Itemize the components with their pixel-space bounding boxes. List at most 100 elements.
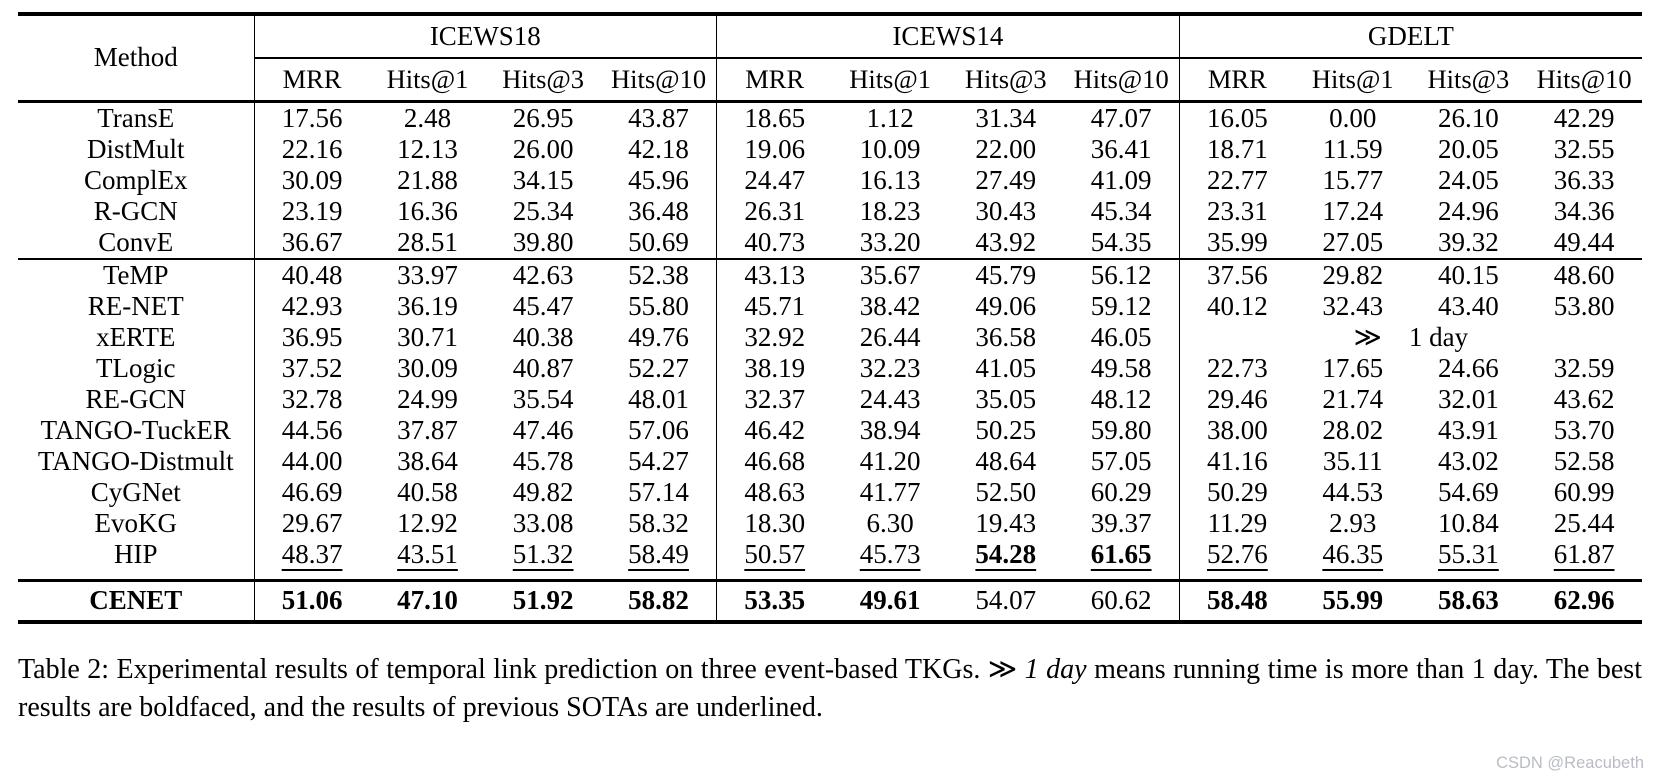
value-cell: 62.96	[1526, 578, 1642, 624]
value-cell: 43.40	[1438, 290, 1499, 321]
value-cell: 58.63	[1410, 578, 1527, 624]
value-cell: 50.29	[1178, 476, 1295, 508]
method-cell: CENET	[18, 578, 254, 624]
value-cell: 40.38	[512, 321, 574, 352]
value-cell: 23.31	[1178, 195, 1295, 227]
value-cell: 32.01	[1438, 383, 1499, 414]
metric-header-hits10: Hits@10	[600, 58, 717, 103]
value-cell: 59.12	[1090, 290, 1152, 321]
value-cell: 48.12	[1090, 383, 1152, 414]
caption-text: means running time is more than 1 day. T…	[18, 654, 1642, 723]
value-cell: 26.00	[512, 133, 574, 164]
value-cell: 6.30	[866, 507, 914, 538]
table-row: EvoKG 29.67 12.92 33.08 58.32 18.30 6.30 19.43 3…	[18, 507, 1642, 539]
value-cell: 24.96	[1438, 195, 1499, 226]
value-cell: 19.06	[716, 133, 833, 165]
value-cell: 25.34	[512, 195, 574, 226]
method-cell: TANGO-TuckER	[40, 414, 231, 445]
value-cell: 20.05	[1438, 133, 1499, 164]
value-cell: 55.31	[1438, 538, 1499, 569]
dataset-header-gdelt: GDELT	[1178, 12, 1642, 59]
table-caption: Table 2: Experimental results of tempora…	[18, 651, 1642, 727]
value-cell: 42.18	[628, 133, 689, 164]
watermark: CSDN @Reacubeth	[1496, 754, 1644, 772]
value-cell: 52.58	[1553, 445, 1615, 476]
value-cell: 49.76	[628, 321, 689, 352]
value-cell: 43.91	[1438, 414, 1499, 445]
value-cell: 33.97	[369, 257, 486, 291]
value-cell: 36.67	[253, 226, 370, 259]
table-row: TeMP 40.48 33.97 42.63 52.38 43.13 35.67 45.79 5…	[18, 257, 1642, 291]
value-cell: 48.37	[253, 538, 370, 580]
value-cell: 45.79	[947, 257, 1064, 291]
value-cell: 32.37	[716, 383, 833, 415]
table-header: Method ICEWS18 ICEWS14 GDELT MRR Hits@1 …	[18, 12, 1642, 103]
table-row: CyGNet 46.69 40.58 49.82 57.14 48.63 41.77 52.5…	[18, 476, 1642, 508]
value-cell: 30.43	[975, 195, 1037, 226]
value-cell: 46.35	[1322, 538, 1384, 569]
value-cell: 57.05	[1090, 445, 1152, 476]
value-cell: 21.74	[1322, 383, 1384, 414]
value-cell: 38.94	[859, 414, 921, 445]
value-cell: 54.07	[947, 578, 1064, 624]
value-cell: 15.77	[1322, 164, 1384, 195]
value-cell: 27.05	[1322, 226, 1384, 257]
method-cell: RE-GCN	[85, 383, 187, 414]
results-table: Method ICEWS18 ICEWS14 GDELT MRR Hits@1 …	[18, 12, 1642, 624]
value-cell: 33.20	[859, 226, 921, 257]
value-cell: 36.19	[397, 290, 458, 321]
value-cell: 41.05	[975, 352, 1037, 383]
value-cell: 31.34	[975, 102, 1037, 133]
table-body-baselines: TransE 17.56 2.48 26.95 43.87 18.65 1.12 31.34 4…	[18, 101, 1642, 259]
value-cell: 45.71	[716, 290, 833, 322]
value-cell: 16.05	[1178, 101, 1295, 134]
table-row: TANGO-TuckER 44.56 37.87 47.46 57.06 46.42 38.…	[18, 414, 1642, 446]
table-row: ConvE 36.67 28.51 39.80 50.69 40.73 33.20 43.92…	[18, 226, 1642, 259]
value-cell: 12.92	[397, 507, 458, 538]
value-cell: 38.00	[1178, 414, 1295, 446]
value-cell: 52.38	[600, 257, 717, 291]
table-row: TransE 17.56 2.48 26.95 43.87 18.65 1.12 31.34 4…	[18, 101, 1642, 134]
paper-table-figure: Method ICEWS18 ICEWS14 GDELT MRR Hits@1 …	[18, 12, 1642, 727]
value-cell: 28.02	[1322, 414, 1384, 445]
value-cell: 45.96	[628, 164, 689, 195]
value-cell: 17.56	[253, 101, 370, 134]
value-cell: 22.00	[975, 133, 1037, 164]
table-row: xERTE 36.95 30.71 40.38 49.76 32.92 26.44 36.58…	[18, 321, 1642, 353]
value-cell: 42.29	[1553, 102, 1615, 133]
value-cell: 41.20	[859, 445, 921, 476]
method-cell: DistMult	[86, 133, 185, 164]
value-cell: 22.73	[1178, 352, 1295, 384]
value-cell: 53.70	[1553, 414, 1615, 445]
table-row: R-GCN 23.19 16.36 25.34 36.48 26.31 18.23 30.43…	[18, 195, 1642, 227]
value-cell: 54.27	[628, 445, 689, 476]
value-cell: 12.13	[397, 133, 458, 164]
value-cell: 45.73	[859, 538, 921, 569]
value-cell: 43.51	[397, 538, 458, 569]
dataset-header-icews18: ICEWS18	[253, 12, 717, 59]
value-cell: 23.19	[253, 195, 370, 227]
method-column-header: Method	[18, 12, 254, 103]
value-cell: 24.47	[716, 164, 833, 196]
value-cell: 10.84	[1438, 507, 1499, 538]
value-cell: 48.01	[628, 383, 689, 414]
table-row: RE-NET 42.93 36.19 45.47 55.80 45.71 38.42 49.0…	[18, 290, 1642, 322]
value-cell: 52.27	[628, 352, 689, 383]
value-cell: 55.99	[1294, 578, 1411, 624]
value-cell: 46.68	[716, 445, 833, 477]
value-cell: 32.55	[1553, 133, 1615, 164]
value-cell: 39.80	[512, 226, 574, 257]
caption-italic-1day: 1 day	[1024, 654, 1087, 685]
table-row: HIP 48.37 43.51 51.32 58.49 50.57 45.73 54.28 61…	[18, 538, 1642, 580]
value-cell: 24.99	[397, 383, 458, 414]
value-cell: 32.43	[1322, 290, 1384, 321]
value-cell: 49.44	[1553, 226, 1615, 257]
value-cell: 10.09	[859, 133, 921, 164]
value-cell: 22.77	[1178, 164, 1295, 196]
value-cell: 26.44	[859, 321, 921, 352]
value-cell: 17.65	[1322, 352, 1384, 383]
metric-header-hits10: Hits@10	[1063, 58, 1180, 103]
dataset-header-row: Method ICEWS18 ICEWS14 GDELT	[18, 12, 1642, 103]
value-cell: 45.34	[1090, 195, 1152, 226]
method-cell: R-GCN	[93, 195, 178, 226]
